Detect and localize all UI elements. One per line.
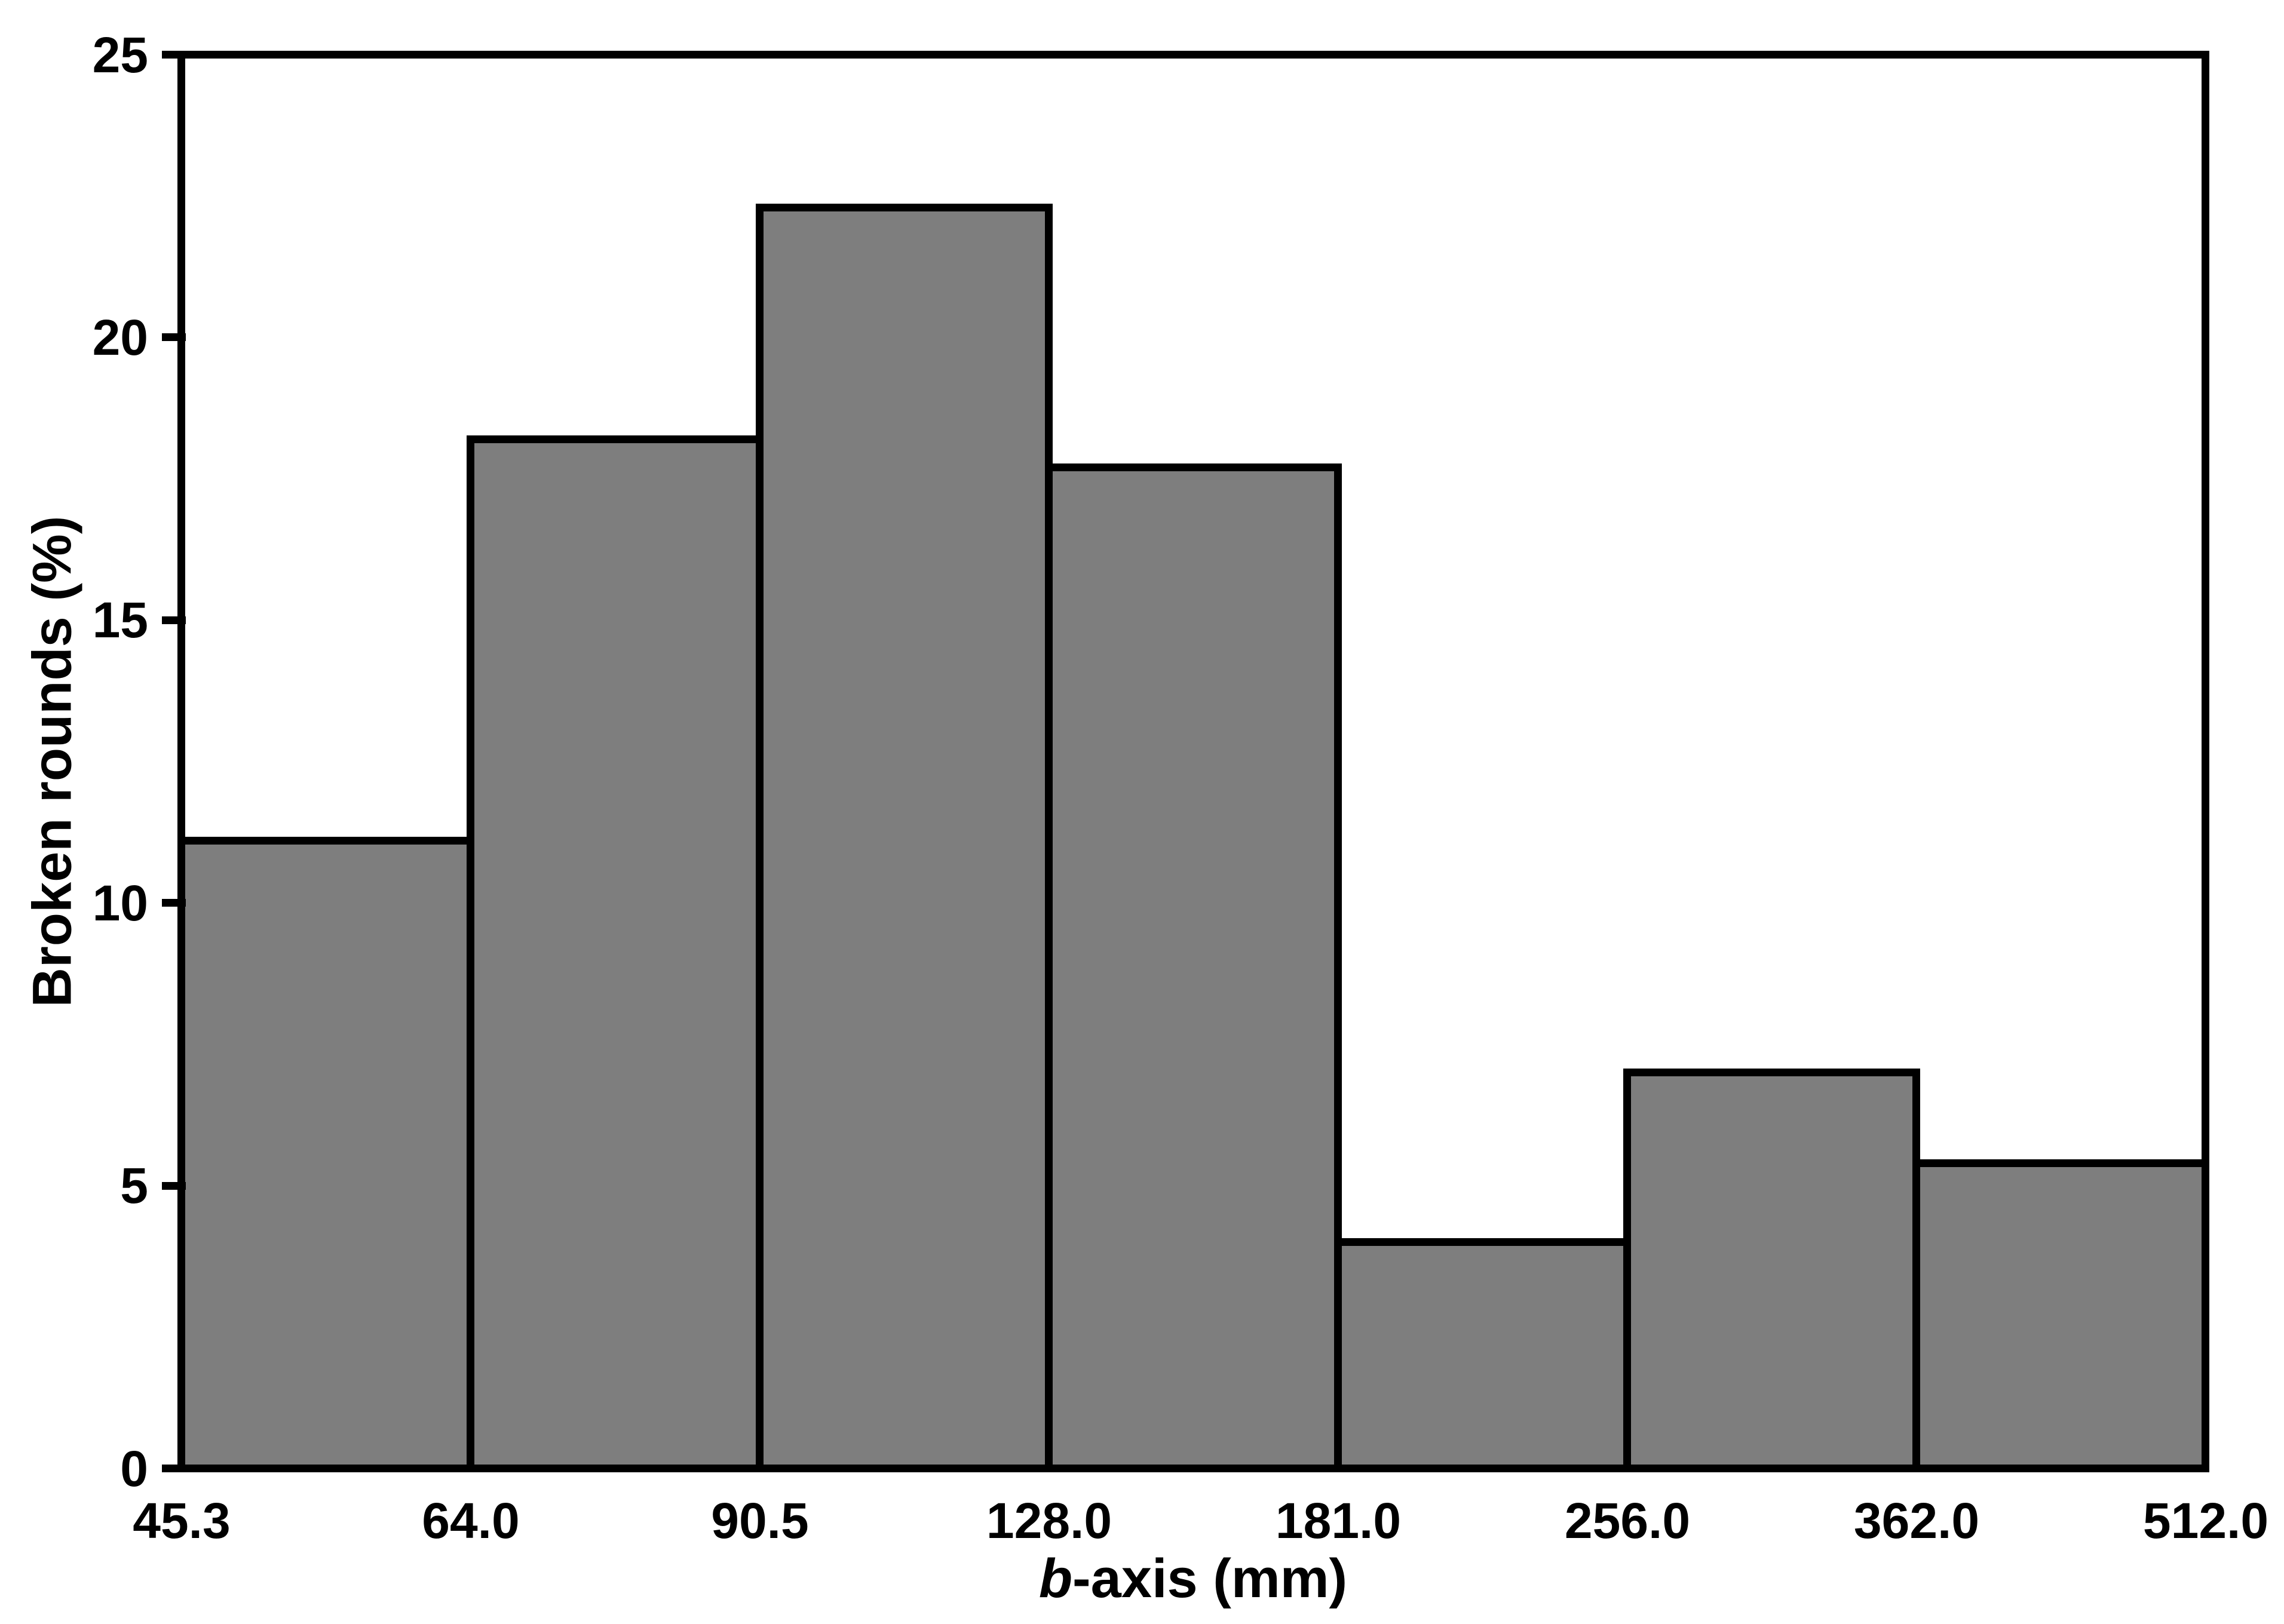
x-tick-label: 64.0 [422, 1493, 520, 1549]
y-axis-tick [162, 899, 186, 907]
y-axis-tick [162, 1182, 186, 1190]
x-axis-title-variable: b [1038, 1548, 1073, 1609]
y-axis-tick [162, 616, 186, 624]
histogram-bar [1623, 1069, 1920, 1465]
histogram-bar [1334, 1238, 1631, 1465]
y-tick-label: 10 [92, 875, 148, 931]
y-tick-label: 0 [120, 1441, 148, 1497]
y-tick-label: 20 [92, 309, 148, 366]
x-tick-label: 362.0 [1853, 1493, 1980, 1549]
y-tick-label: 5 [120, 1158, 148, 1214]
histogram-bar [1045, 463, 1342, 1465]
x-tick-label: 90.5 [711, 1493, 809, 1549]
y-tick-label: 25 [92, 27, 148, 83]
x-tick-label: 181.0 [1275, 1493, 1402, 1549]
histogram-bar [756, 204, 1053, 1465]
y-axis-title: Broken rounds (%) [22, 515, 83, 1008]
y-axis-tick [162, 1465, 186, 1472]
x-axis-title-units: -axis (mm) [1072, 1548, 1348, 1609]
x-tick-label: 256.0 [1564, 1493, 1691, 1549]
y-tick-label: 15 [92, 592, 148, 648]
x-tick-label: 45.3 [133, 1493, 231, 1549]
x-tick-label: 128.0 [986, 1493, 1112, 1549]
x-axis-title: b-axis (mm) [835, 1546, 1552, 1611]
y-axis-tick [162, 333, 186, 341]
histogram-bar [177, 837, 474, 1465]
histogram-bar [467, 435, 764, 1465]
y-axis-tick [162, 51, 186, 59]
histogram-bar [1912, 1159, 2209, 1465]
x-tick-label: 512.0 [2142, 1493, 2269, 1549]
